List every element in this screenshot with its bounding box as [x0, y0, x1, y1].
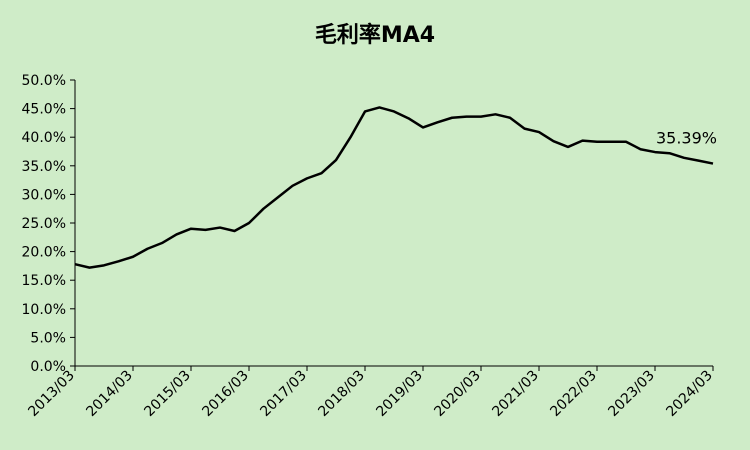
y-tick-label: 40.0%: [22, 130, 66, 146]
x-tick-label: 2017/03: [257, 368, 309, 420]
y-tick-label: 45.0%: [22, 102, 66, 118]
y-tick-label: 5.0%: [30, 330, 66, 346]
y-tick-label: 25.0%: [22, 216, 66, 232]
x-tick-label: 2015/03: [141, 368, 193, 420]
y-tick-label: 15.0%: [22, 273, 66, 289]
y-tick-label: 30.0%: [22, 187, 66, 203]
x-tick-label: 2023/03: [605, 368, 657, 420]
y-tick-label: 50.0%: [22, 73, 66, 89]
y-tick-label: 0.0%: [30, 359, 66, 375]
x-tick-label: 2018/03: [315, 368, 367, 420]
x-tick-label: 2016/03: [199, 368, 251, 420]
x-tick-label: 2019/03: [373, 368, 425, 420]
x-tick-label: 2020/03: [431, 368, 483, 420]
data-label: 35.39%: [656, 129, 717, 148]
x-tick-label: 2021/03: [489, 368, 541, 420]
y-tick-label: 20.0%: [22, 245, 66, 261]
x-tick-label: 2013/03: [25, 368, 77, 420]
y-tick-label: 10.0%: [22, 302, 66, 318]
y-tick-label: 35.0%: [22, 159, 66, 175]
line-series: [74, 106, 714, 269]
x-tick-label: 2014/03: [83, 368, 135, 420]
chart-title: 毛利率MA4: [315, 22, 435, 48]
x-tick-label: 2024/03: [663, 368, 715, 420]
x-tick-label: 2022/03: [547, 368, 599, 420]
